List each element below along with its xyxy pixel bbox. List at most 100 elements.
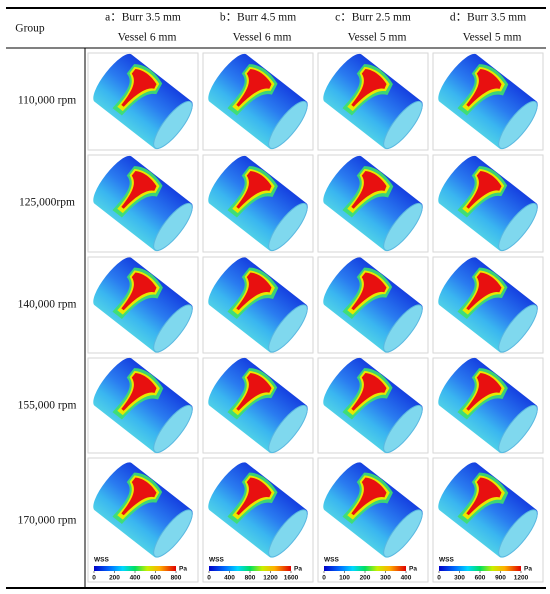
wss-contour xyxy=(438,155,538,252)
colorbar-tick-label: 400 xyxy=(130,575,141,582)
colorbar-tick-label: 1200 xyxy=(514,575,529,582)
wss-contour xyxy=(323,257,423,353)
colorbar-tick-label: 600 xyxy=(150,575,161,582)
colorbar xyxy=(439,566,521,571)
peak xyxy=(466,477,502,516)
open-end xyxy=(498,202,538,251)
wss-contour xyxy=(438,357,538,454)
wss-contour xyxy=(208,53,308,150)
colorbar-title: WSS xyxy=(439,557,454,564)
group-label: 155,000 rpm xyxy=(18,400,77,412)
wss-contour xyxy=(208,257,308,353)
peak xyxy=(351,477,387,516)
wss-contour xyxy=(93,462,193,558)
colorbar-tick-label: 0 xyxy=(322,575,326,582)
wss-contour xyxy=(323,155,423,252)
colorbar xyxy=(94,566,176,571)
wss-contour xyxy=(208,462,308,558)
peak xyxy=(466,170,502,209)
peak xyxy=(466,372,502,411)
peak xyxy=(351,272,387,311)
open-end xyxy=(498,509,538,558)
colorbar-tick-label: 0 xyxy=(92,575,96,582)
colorbar-title: WSS xyxy=(209,557,224,564)
peak xyxy=(121,372,157,411)
open-end xyxy=(383,202,423,251)
open-end xyxy=(498,100,538,149)
open-end xyxy=(268,202,308,251)
colorbar xyxy=(324,566,406,571)
open-end xyxy=(383,304,423,353)
column-label: b：Burr 4.5 mm xyxy=(220,12,296,24)
wss-contour xyxy=(93,257,193,353)
peak xyxy=(351,372,387,411)
open-end xyxy=(268,404,308,453)
open-end xyxy=(268,100,308,149)
group-label: 125,000rpm xyxy=(19,197,75,209)
group-header: Group xyxy=(15,23,45,35)
open-end xyxy=(153,404,193,453)
peak xyxy=(236,477,272,516)
wss-contour xyxy=(438,53,538,150)
open-end xyxy=(498,304,538,353)
colorbar-tick-label: 400 xyxy=(224,575,235,582)
open-end xyxy=(153,304,193,353)
open-end xyxy=(383,509,423,558)
colorbar-unit: Pa xyxy=(409,566,417,573)
open-end xyxy=(383,404,423,453)
wss-contour xyxy=(208,357,308,454)
wss-contour xyxy=(323,357,423,454)
group-label: 110,000 rpm xyxy=(18,95,76,107)
open-end xyxy=(498,404,538,453)
peak xyxy=(121,272,157,311)
wss-contour xyxy=(93,155,193,252)
column-label: d：Burr 3.5 mm xyxy=(450,12,526,24)
wss-contour xyxy=(93,53,193,150)
open-end xyxy=(383,100,423,149)
colorbar-tick-label: 300 xyxy=(454,575,465,582)
colorbar xyxy=(209,566,291,571)
peak xyxy=(236,170,272,209)
peak xyxy=(121,170,157,209)
colorbar-tick-label: 800 xyxy=(171,575,182,582)
colorbar-tick-label: 0 xyxy=(207,575,211,582)
colorbar-tick-label: 800 xyxy=(245,575,256,582)
wss-contour xyxy=(438,462,538,558)
colorbar-tick-label: 0 xyxy=(437,575,441,582)
colorbar-tick-label: 200 xyxy=(109,575,120,582)
colorbar-tick-label: 600 xyxy=(475,575,486,582)
open-end xyxy=(153,100,193,149)
peak xyxy=(351,68,387,107)
colorbar-tick-label: 1600 xyxy=(284,575,299,582)
wss-contour xyxy=(208,155,308,252)
open-end xyxy=(268,304,308,353)
colorbar-title: WSS xyxy=(94,557,109,564)
colorbar-tick-label: 400 xyxy=(401,575,412,582)
column-sublabel: Vessel 6 mm xyxy=(118,32,177,44)
colorbar-tick-label: 300 xyxy=(380,575,391,582)
column-sublabel: Vessel 6 mm xyxy=(233,32,292,44)
column-sublabel: Vessel 5 mm xyxy=(348,32,407,44)
peak xyxy=(236,68,272,107)
wss-contour xyxy=(93,357,193,454)
colorbar-title: WSS xyxy=(324,557,339,564)
wss-contour xyxy=(323,462,423,558)
peak xyxy=(466,68,502,107)
peak xyxy=(236,272,272,311)
wss-contour xyxy=(323,53,423,150)
colorbar-unit: Pa xyxy=(524,566,532,573)
column-label: a：Burr 3.5 mm xyxy=(105,12,181,24)
colorbar-tick-label: 200 xyxy=(360,575,371,582)
column-sublabel: Vessel 5 mm xyxy=(463,32,522,44)
peak xyxy=(236,372,272,411)
open-end xyxy=(268,509,308,558)
colorbar-unit: Pa xyxy=(179,566,187,573)
peak xyxy=(466,272,502,311)
group-label: 140,000 rpm xyxy=(18,299,77,311)
colorbar-tick-label: 1200 xyxy=(263,575,278,582)
open-end xyxy=(153,509,193,558)
column-label: c：Burr 2.5 mm xyxy=(335,12,411,24)
wss-contour xyxy=(438,257,538,353)
colorbar-tick-label: 900 xyxy=(495,575,506,582)
